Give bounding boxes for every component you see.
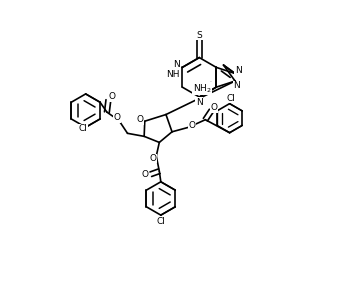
- Text: O: O: [211, 103, 218, 112]
- Text: S: S: [196, 31, 202, 40]
- Text: O: O: [137, 115, 144, 124]
- Text: O: O: [150, 154, 157, 163]
- Text: Cl: Cl: [78, 124, 87, 133]
- Text: Cl: Cl: [156, 217, 165, 226]
- Text: NH$_2$: NH$_2$: [193, 82, 212, 95]
- Text: N: N: [233, 81, 240, 90]
- Text: N: N: [235, 66, 241, 75]
- Text: Cl: Cl: [227, 94, 236, 103]
- Text: NH: NH: [166, 71, 179, 79]
- Text: O: O: [108, 92, 116, 102]
- Text: O: O: [142, 170, 149, 179]
- Text: N: N: [196, 98, 203, 107]
- Text: O: O: [189, 121, 196, 130]
- Text: O: O: [113, 113, 120, 122]
- Text: N: N: [173, 61, 179, 69]
